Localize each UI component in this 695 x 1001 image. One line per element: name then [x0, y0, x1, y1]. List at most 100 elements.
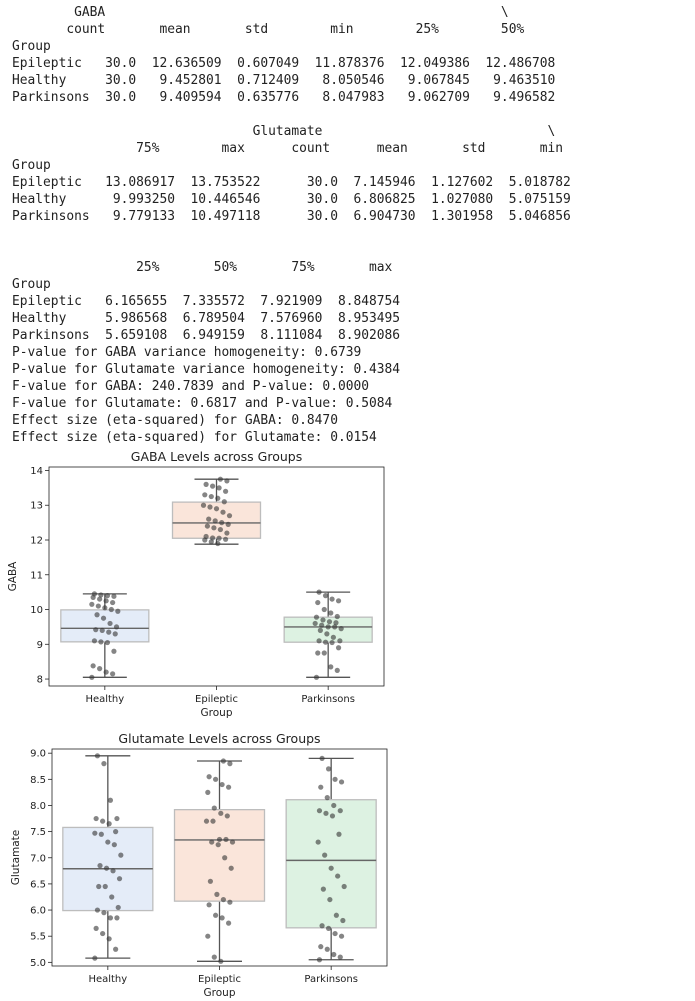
data-point: [221, 499, 227, 505]
y-tick-label: 13: [30, 501, 43, 512]
data-point: [92, 830, 98, 836]
data-point: [313, 674, 320, 680]
data-point: [111, 593, 117, 599]
data-point: [104, 593, 111, 599]
x-tick-label: Parkinsons: [304, 974, 358, 985]
data-point: [224, 813, 230, 819]
data-point: [223, 488, 229, 494]
plot-frame: [51, 748, 388, 967]
data-point: [322, 639, 329, 645]
console-line: Effect size (eta-squared) for GABA: 0.84…: [12, 413, 338, 428]
data-point: [218, 810, 224, 816]
data-point: [324, 631, 330, 637]
data-point: [214, 891, 220, 897]
data-point: [115, 904, 121, 911]
data-point: [321, 650, 327, 656]
y-tick-label: 8.5: [30, 775, 46, 786]
y-axis-label: Glutamate: [10, 830, 22, 886]
data-point: [229, 839, 236, 845]
data-point: [329, 813, 336, 819]
data-point: [325, 766, 332, 772]
y-tick-label: 14: [30, 466, 43, 477]
y-tick-label: 11: [30, 570, 43, 581]
data-point: [226, 513, 233, 519]
data-point: [98, 639, 104, 645]
data-point: [203, 533, 209, 540]
gaba-boxplot: GABA Levels across Groups Group GABA 8 9 10 11…: [7, 449, 385, 719]
data-point: [207, 878, 213, 884]
y-tick-label: 7.5: [30, 827, 46, 838]
data-point: [97, 863, 103, 869]
data-point: [106, 629, 112, 635]
data-point: [211, 954, 217, 960]
data-point: [227, 899, 233, 905]
data-point: [114, 815, 120, 822]
data-point: [333, 620, 339, 626]
data-point: [100, 615, 107, 621]
data-point: [317, 627, 323, 633]
data-point: [331, 802, 337, 809]
data-point: [103, 865, 110, 871]
console-line: P-value for GABA variance homogeneity: 0…: [12, 345, 362, 360]
x-tick-label: Parkinsons: [301, 694, 355, 705]
data-point: [95, 603, 101, 609]
x-axis-label: Group: [201, 707, 233, 719]
data-point: [320, 617, 326, 623]
data-point: [330, 634, 336, 640]
data-point: [207, 504, 213, 510]
y-tick-label: 8.0: [30, 801, 46, 812]
y-tick-label: 8: [37, 675, 43, 686]
data-point: [313, 614, 320, 620]
x-tick-label: Epileptic: [198, 974, 241, 985]
data-point: [333, 912, 339, 918]
data-point: [108, 606, 114, 613]
data-point: [316, 589, 322, 595]
y-tick-label: 6.5: [30, 879, 46, 890]
data-point: [200, 502, 207, 508]
data-point: [213, 912, 219, 918]
console-line: Healthy 30.0 9.452801 0.712409 8.050546 …: [12, 73, 556, 88]
data-point: [216, 836, 223, 843]
data-point: [97, 666, 103, 672]
data-point: [325, 624, 331, 630]
data-point: [323, 810, 329, 816]
data-point: [334, 613, 340, 620]
console-line: P-value for Glutamate variance homogenei…: [12, 362, 401, 377]
data-point: [96, 883, 102, 890]
data-point: [315, 839, 321, 845]
data-point: [321, 606, 327, 613]
data-point: [226, 920, 232, 926]
data-point: [216, 485, 222, 491]
data-point: [115, 608, 121, 614]
console-line: Healthy 5.986568 6.789504 7.576960 8.953…: [12, 311, 401, 326]
data-point: [318, 784, 324, 790]
data-point: [329, 596, 335, 602]
data-point: [110, 599, 116, 606]
data-point: [97, 596, 103, 602]
data-point: [341, 883, 347, 890]
data-point: [92, 955, 98, 961]
console-line: Parkinsons 9.779133 10.497118 30.0 6.904…: [12, 209, 571, 224]
x-tick-label: Healthy: [88, 974, 127, 985]
console-line: Epileptic 30.0 12.636509 0.607049 11.878…: [12, 56, 556, 71]
console-line: Group: [12, 158, 51, 173]
data-point: [209, 839, 215, 845]
box-parkinsons: [285, 799, 377, 929]
data-point: [94, 907, 101, 913]
console-line: Healthy 9.993250 10.446546 30.0 6.806825…: [12, 192, 571, 207]
data-point: [328, 610, 334, 616]
data-point: [109, 894, 115, 900]
data-point: [206, 902, 212, 908]
data-point: [228, 865, 234, 871]
data-point: [208, 493, 214, 500]
data-point: [100, 818, 106, 824]
data-point: [210, 818, 216, 824]
y-tick-label: 5.5: [30, 932, 46, 943]
data-point: [337, 808, 343, 814]
data-point: [328, 865, 334, 871]
data-point: [213, 776, 219, 782]
data-point: [336, 831, 342, 837]
data-point: [338, 933, 345, 939]
data-point: [118, 852, 124, 858]
data-point: [337, 638, 343, 644]
